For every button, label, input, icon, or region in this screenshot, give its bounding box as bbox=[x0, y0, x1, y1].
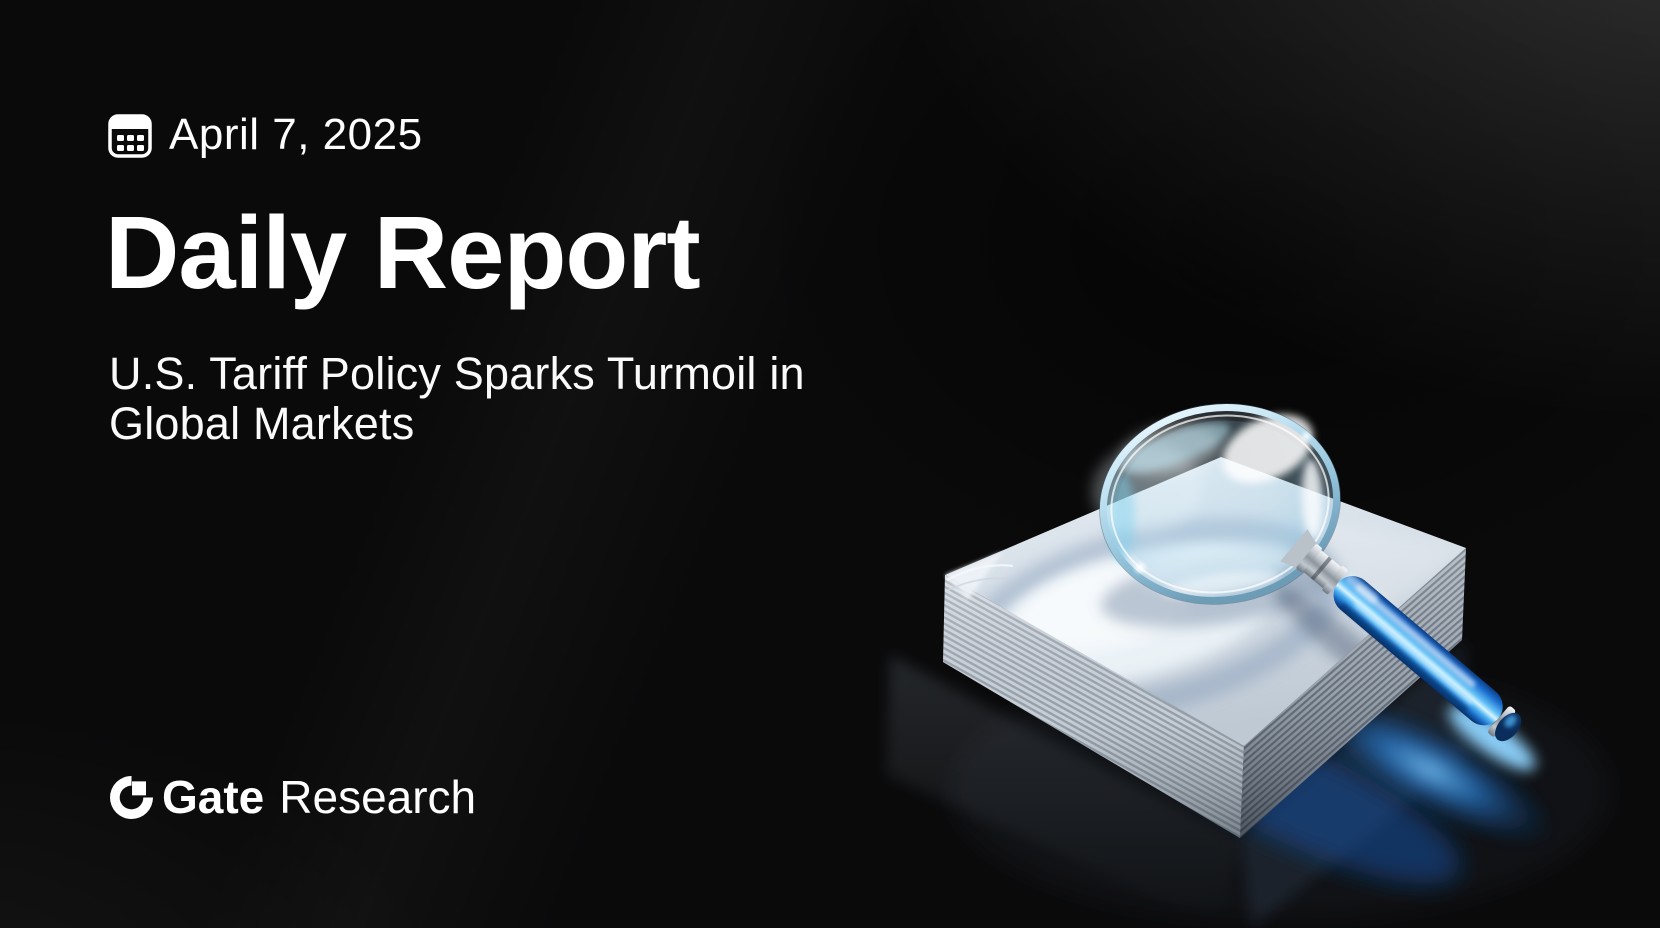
gate-logo-icon bbox=[110, 775, 153, 819]
calendar-icon bbox=[108, 112, 152, 158]
page-title: Daily Report bbox=[105, 195, 701, 310]
brand-name-bold: Gate bbox=[162, 771, 265, 823]
brand-footer: Gate Research bbox=[110, 774, 476, 820]
subtitle-line-1: U.S. Tariff Policy Sparks Turmoil in bbox=[109, 348, 805, 399]
page-subtitle: U.S. Tariff Policy Sparks Turmoil in Glo… bbox=[109, 349, 805, 449]
date-text: April 7, 2025 bbox=[169, 110, 423, 159]
date-row: April 7, 2025 bbox=[108, 112, 423, 158]
brand-name-regular: Research bbox=[279, 771, 477, 823]
subtitle-line-2: Global Markets bbox=[109, 398, 415, 449]
